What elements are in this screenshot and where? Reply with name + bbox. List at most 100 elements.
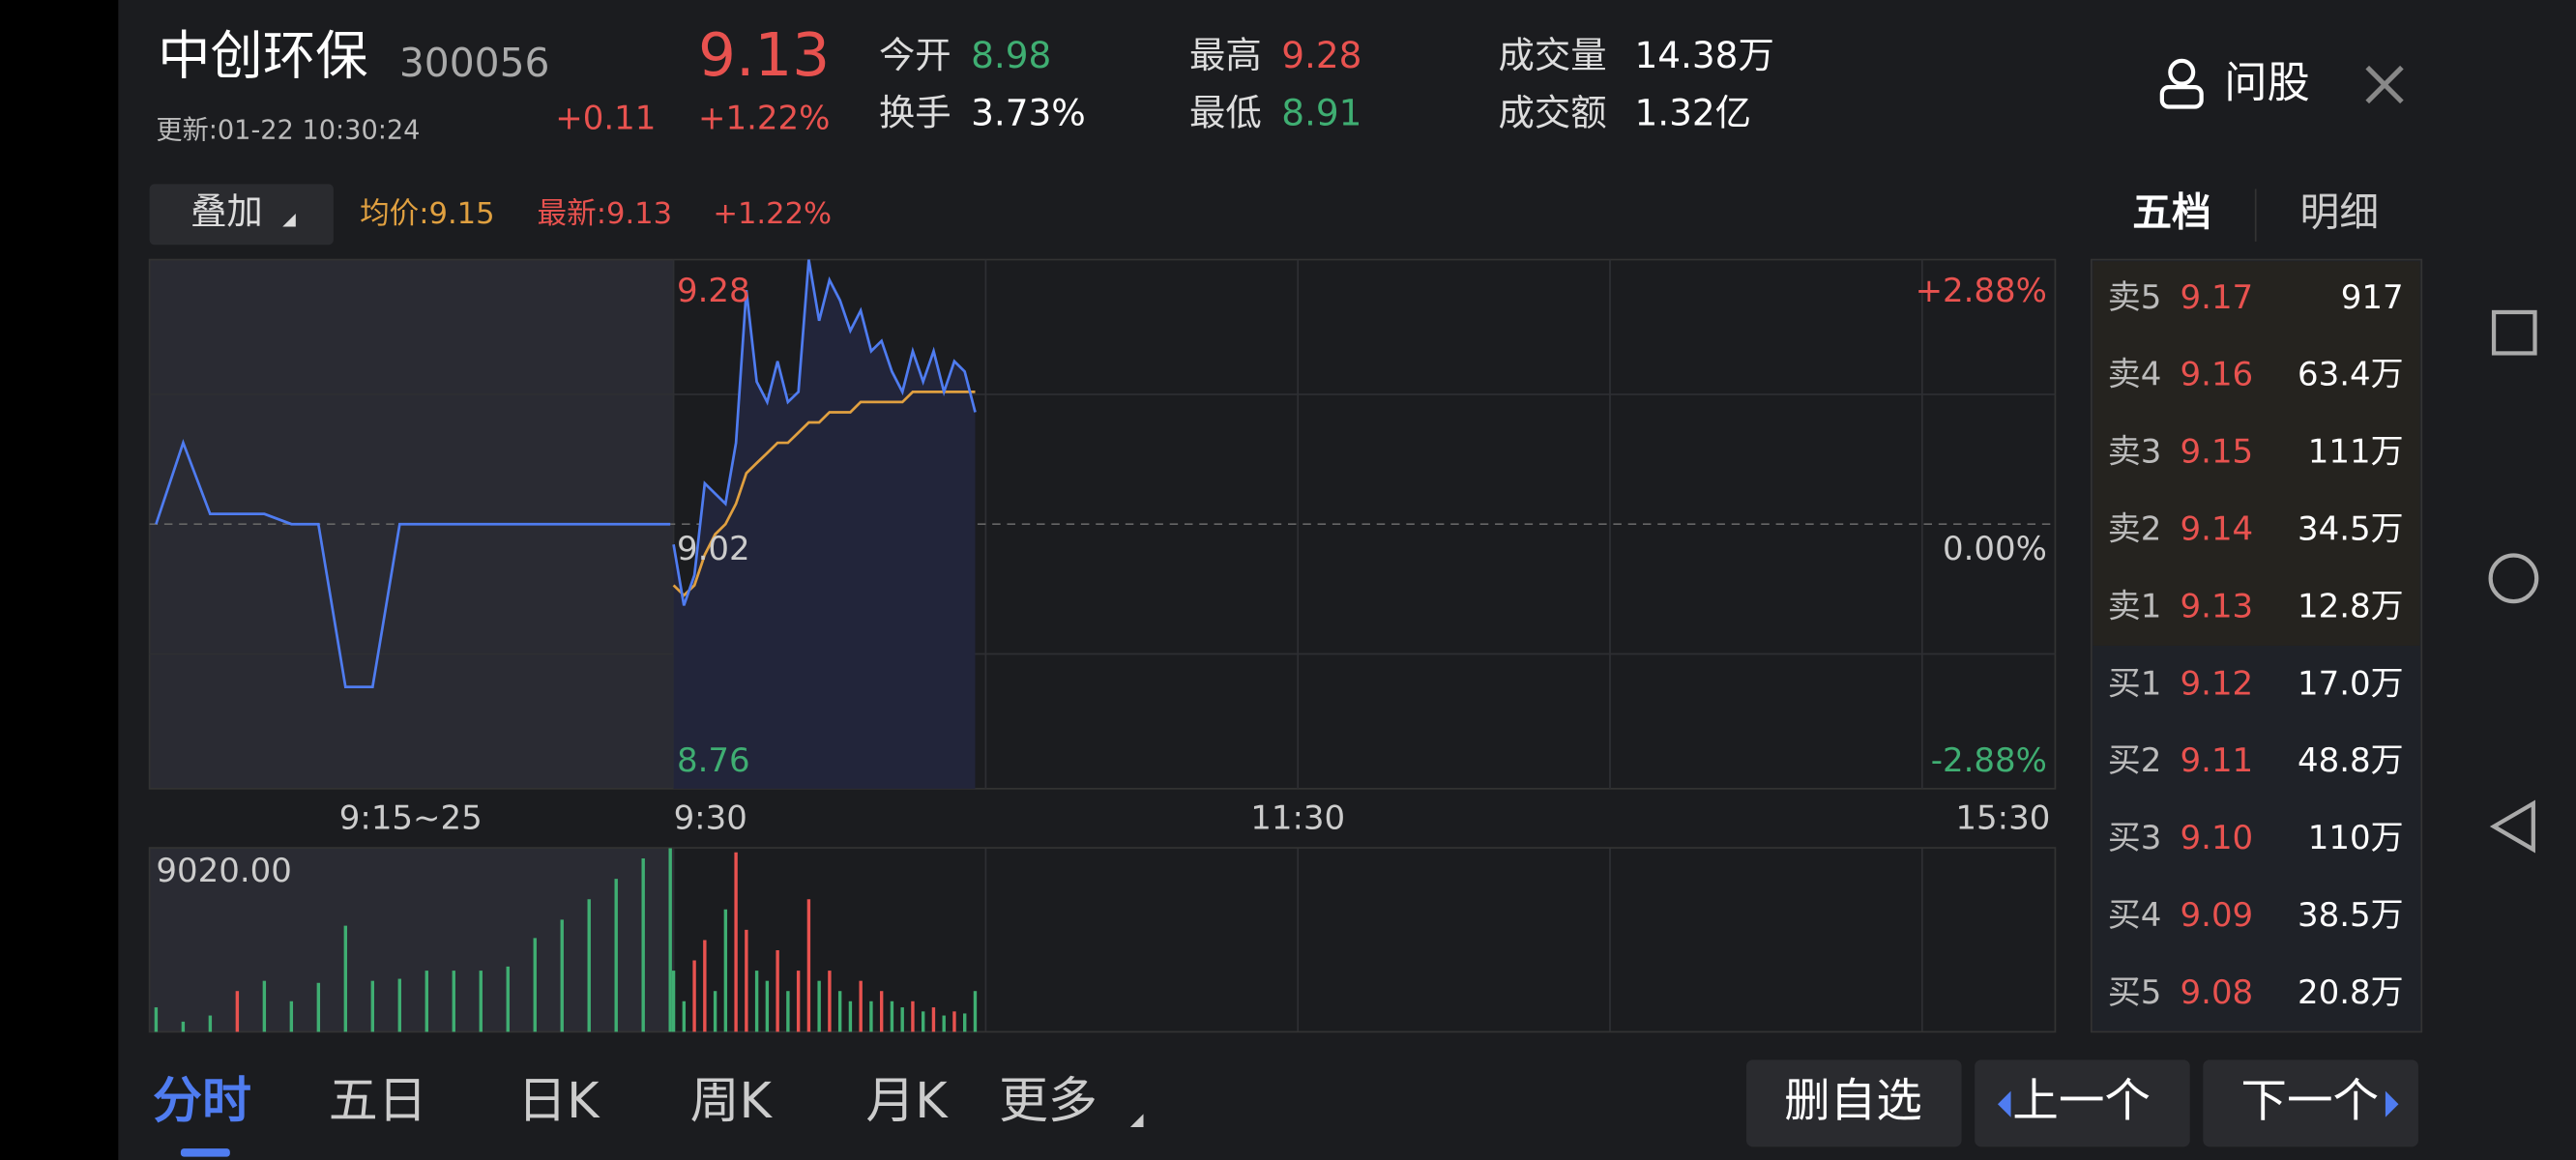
stock-code: 300056 <box>399 40 550 86</box>
book-price: 9.15 <box>2181 433 2254 472</box>
stat-value: 8.98 <box>971 34 1051 76</box>
button-label: 下一个 <box>2240 1075 2379 1128</box>
y-pct-label: 0.00% <box>1943 530 2047 568</box>
button-label: 删自选 <box>1784 1075 1922 1128</box>
book-price: 9.08 <box>2181 973 2254 1012</box>
stat-label: 换手 <box>879 91 951 133</box>
book-label: 买1 <box>2108 664 2162 703</box>
stat-label: 最高 <box>1189 34 1262 76</box>
avg-label: 均价:9.15 <box>360 197 495 231</box>
book-volume: 12.8万 <box>2298 587 2404 625</box>
book-price: 9.10 <box>2181 819 2254 857</box>
tab-indicator <box>180 1148 230 1157</box>
book-price: 9.12 <box>2181 664 2254 703</box>
book-volume: 110万 <box>2308 819 2404 857</box>
y-label: 9.28 <box>677 272 750 310</box>
ask-button[interactable]: 问股 <box>2159 58 2310 109</box>
button-bg <box>1975 1059 2190 1147</box>
updated: 更新:01-22 10:30:24 <box>156 115 420 145</box>
chart: 9.28 9.02 8.76 +2.88% 0.00% -2.88% 9:15~25 9:30… <box>148 258 2057 1033</box>
nav-button[interactable]: 上一个 <box>1975 1059 2190 1147</box>
close-button[interactable] <box>2365 65 2404 104</box>
price: 9.13 <box>698 21 830 90</box>
book-volume: 38.5万 <box>2298 896 2404 935</box>
stat-value: 9.28 <box>1281 34 1361 76</box>
nav-button[interactable]: 删自选 <box>1746 1059 1962 1147</box>
period-tab[interactable]: 分时 <box>153 1073 251 1130</box>
stat-value: 3.73% <box>971 91 1086 133</box>
button-bg <box>149 184 334 246</box>
price-area <box>673 259 976 789</box>
book-volume: 17.0万 <box>2298 664 2404 703</box>
book-volume: 20.8万 <box>2298 973 2404 1012</box>
ask-label: 问股 <box>2224 58 2309 107</box>
left-edge <box>0 0 119 1160</box>
book-price: 9.11 <box>2181 741 2254 780</box>
stat-label: 成交量 <box>1498 34 1606 76</box>
book-label: 卖2 <box>2108 510 2162 549</box>
change: +0.11 <box>555 100 656 138</box>
stat-value: 14.38万 <box>1634 34 1773 76</box>
volume-label: 9020.00 <box>156 852 291 890</box>
button-bg <box>1746 1059 1962 1147</box>
arrow-icon <box>1997 1090 2011 1117</box>
overlay-label: 叠加 <box>190 189 263 232</box>
period-tab[interactable]: 五日 <box>329 1073 427 1130</box>
y-label: 8.76 <box>677 741 750 780</box>
book-price: 9.09 <box>2181 896 2254 935</box>
volume-border <box>148 847 2057 1033</box>
icon <box>2159 84 2204 109</box>
book-volume: 63.4万 <box>2298 356 2404 394</box>
book-volume: 34.5万 <box>2298 510 2404 549</box>
period-tab[interactable]: 月K <box>865 1073 949 1130</box>
y-pct-label: +2.88% <box>1916 272 2047 310</box>
button-bg <box>2203 1059 2418 1147</box>
book-price: 9.14 <box>2181 510 2254 549</box>
nav-back[interactable] <box>2489 799 2535 854</box>
tab[interactable]: 五档 <box>2132 189 2211 236</box>
x-label: 9:15~25 <box>339 799 483 838</box>
book-price: 9.17 <box>2181 278 2254 317</box>
stat-value: 1.32亿 <box>1634 91 1751 133</box>
book-label: 卖1 <box>2108 587 2162 625</box>
change-pct: +1.22% <box>698 100 830 138</box>
pre-price-line <box>155 439 671 689</box>
price-line <box>672 259 977 606</box>
book-label: 买5 <box>2108 973 2162 1012</box>
icon <box>2168 58 2196 86</box>
book-label: 买3 <box>2108 819 2162 857</box>
ask-bg <box>2093 261 2420 646</box>
pct-label: +1.22% <box>713 197 832 231</box>
period-tab[interactable]: 更多 <box>999 1073 1098 1130</box>
stock-name: 中创环保 <box>158 25 367 86</box>
book-label: 卖3 <box>2108 433 2162 472</box>
tab[interactable]: 明细 <box>2300 189 2380 236</box>
nav-home[interactable] <box>2488 553 2539 604</box>
book-label: 卖4 <box>2108 356 2162 394</box>
nav-recent[interactable] <box>2491 309 2537 356</box>
book-label: 买4 <box>2108 896 2162 935</box>
book-price: 9.13 <box>2181 587 2254 625</box>
overlay-button[interactable]: 叠加 <box>149 184 334 246</box>
period-tab[interactable]: 周K <box>690 1073 774 1130</box>
stat-label: 最低 <box>1189 91 1262 133</box>
book-label: 买2 <box>2108 741 2162 780</box>
button-label: 上一个 <box>2012 1075 2151 1128</box>
book-price: 9.16 <box>2181 356 2254 394</box>
more-icon <box>1129 1114 1144 1128</box>
nav-button[interactable]: 下一个 <box>2203 1059 2418 1147</box>
stat-value: 8.91 <box>1281 91 1361 133</box>
bottom-bar: 分时 五日 日K 周K 月K 更多 删自选 上一个 下一个 <box>153 1059 2418 1157</box>
stat-label: 今开 <box>879 34 951 76</box>
x-label: 15:30 <box>1955 799 2050 838</box>
x-label: 9:30 <box>674 799 747 838</box>
avg-line <box>672 391 976 597</box>
y-pct-label: -2.88% <box>1931 741 2047 780</box>
book-label: 卖5 <box>2108 278 2162 317</box>
latest-label: 最新:9.13 <box>538 197 673 231</box>
y-label: 9.02 <box>677 530 750 568</box>
period-tab[interactable]: 日K <box>517 1073 600 1130</box>
x-label: 11:30 <box>1250 799 1345 838</box>
stat-label: 成交额 <box>1498 91 1606 133</box>
